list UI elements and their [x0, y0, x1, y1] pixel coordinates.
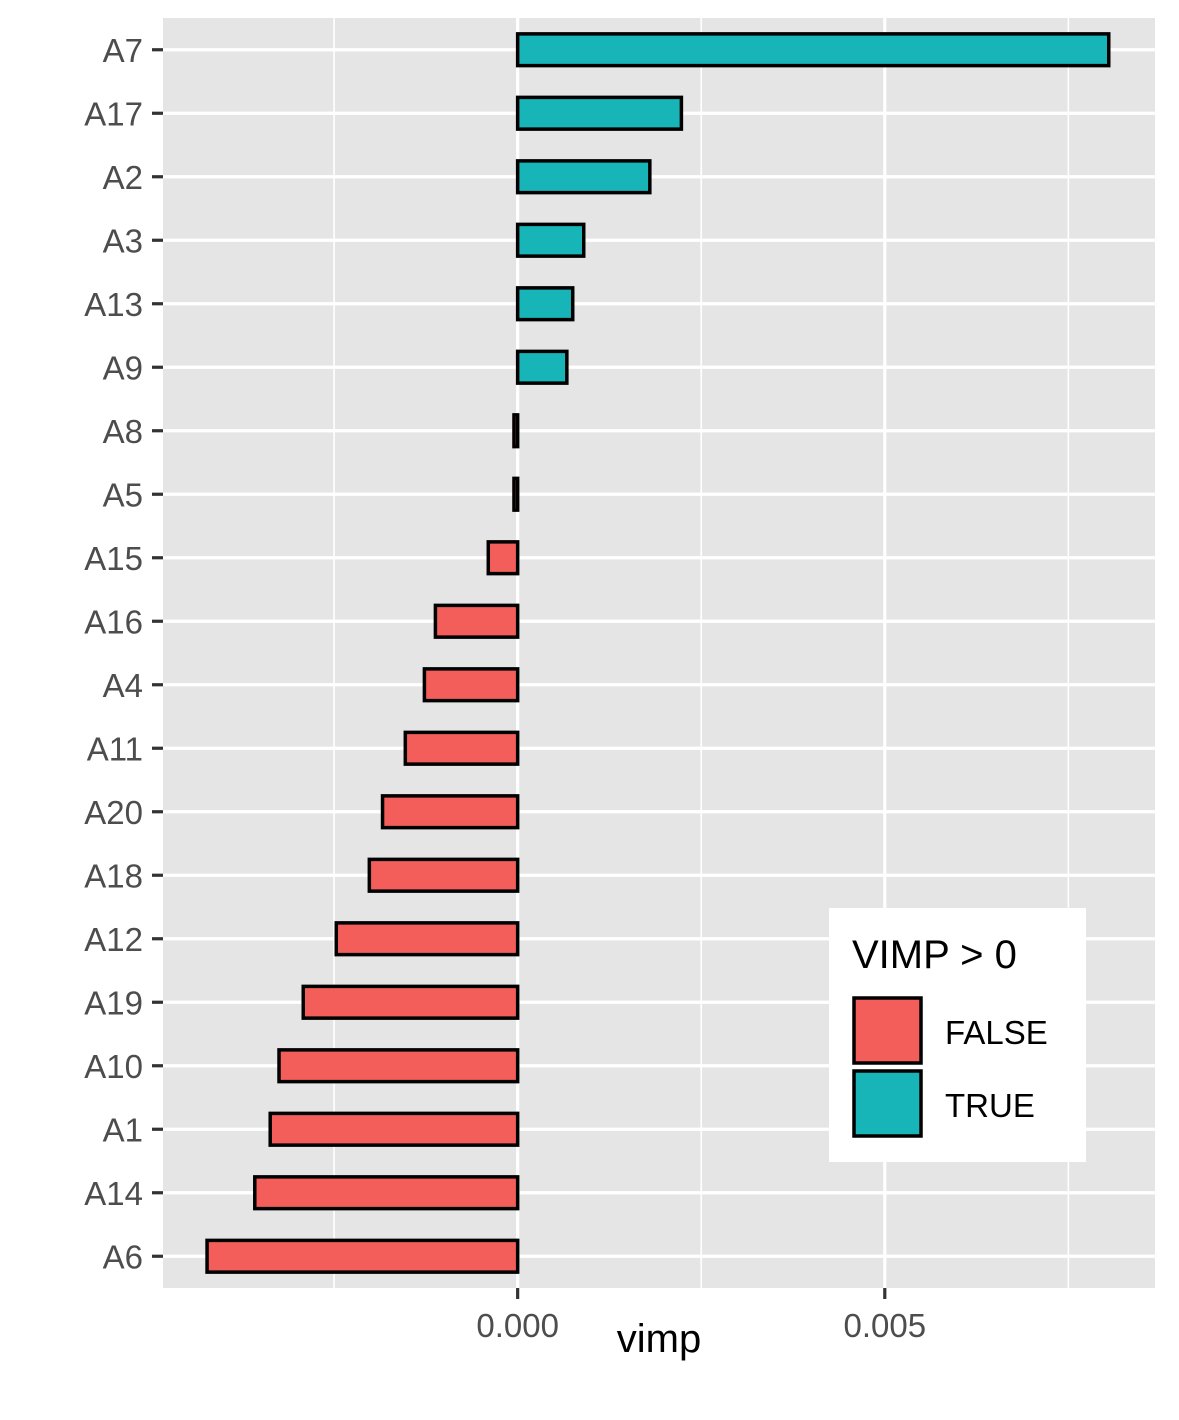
bar-a18	[367, 857, 520, 893]
bar-a15	[486, 540, 520, 576]
y-tick-label: A9	[103, 349, 143, 386]
y-tick-label: A17	[84, 95, 143, 132]
bar-a2	[515, 159, 652, 195]
bar-a16	[433, 603, 520, 639]
bar-a13	[515, 286, 575, 322]
y-tick-label: A8	[103, 413, 143, 450]
y-tick-label: A3	[103, 222, 143, 259]
legend: VIMP > 0 FALSE TRUE	[829, 908, 1086, 1162]
bar-a3	[515, 222, 586, 258]
x-tick-label: 0.000	[476, 1307, 559, 1344]
y-tick-label: A19	[84, 984, 143, 1021]
bar-a5	[512, 476, 520, 512]
y-tick-label: A11	[87, 730, 143, 767]
legend-label-false: FALSE	[945, 1014, 1048, 1051]
bar-a1	[268, 1111, 520, 1147]
x-tick-label: 0.005	[843, 1307, 926, 1344]
bar-a12	[334, 921, 520, 957]
y-tick-label: A6	[103, 1238, 143, 1275]
x-axis-title: vimp	[617, 1317, 701, 1361]
legend-key-false	[852, 996, 923, 1065]
legend-key-true	[852, 1069, 923, 1138]
y-tick-label: A2	[103, 159, 143, 196]
y-tick-label: A12	[84, 921, 143, 958]
bar-a9	[515, 349, 569, 385]
y-tick-label: A20	[84, 794, 143, 831]
bars	[205, 32, 1111, 1274]
y-tick-label: A4	[103, 667, 143, 704]
y-tick-label: A18	[84, 857, 143, 894]
x-axis: 0.000 0.005	[476, 1288, 926, 1344]
y-tick-label: A10	[84, 1048, 143, 1085]
legend-label-true: TRUE	[945, 1087, 1035, 1124]
bar-a4	[422, 667, 520, 703]
y-tick-label: A1	[103, 1111, 143, 1148]
bar-a7	[515, 32, 1111, 68]
bar-a20	[380, 794, 520, 830]
bar-a8	[512, 413, 520, 449]
y-tick-label: A14	[84, 1175, 143, 1212]
y-axis: A7 A17 A2 A3 A13 A9 A8 A5 A15 A16 A4 A11 A20 A18 A12 A1…	[84, 32, 163, 1275]
y-tick-label: A7	[103, 32, 143, 69]
bar-a6	[205, 1238, 520, 1274]
bar-a17	[515, 95, 684, 131]
y-tick-label: A5	[103, 476, 143, 513]
bar-a19	[301, 984, 520, 1020]
bar-a11	[403, 730, 520, 766]
y-tick-label: A15	[84, 540, 143, 577]
legend-title: VIMP > 0	[852, 933, 1017, 977]
bar-a10	[277, 1048, 520, 1084]
bar-a14	[253, 1175, 520, 1211]
y-tick-label: A13	[84, 286, 143, 323]
y-tick-label: A16	[84, 603, 143, 640]
